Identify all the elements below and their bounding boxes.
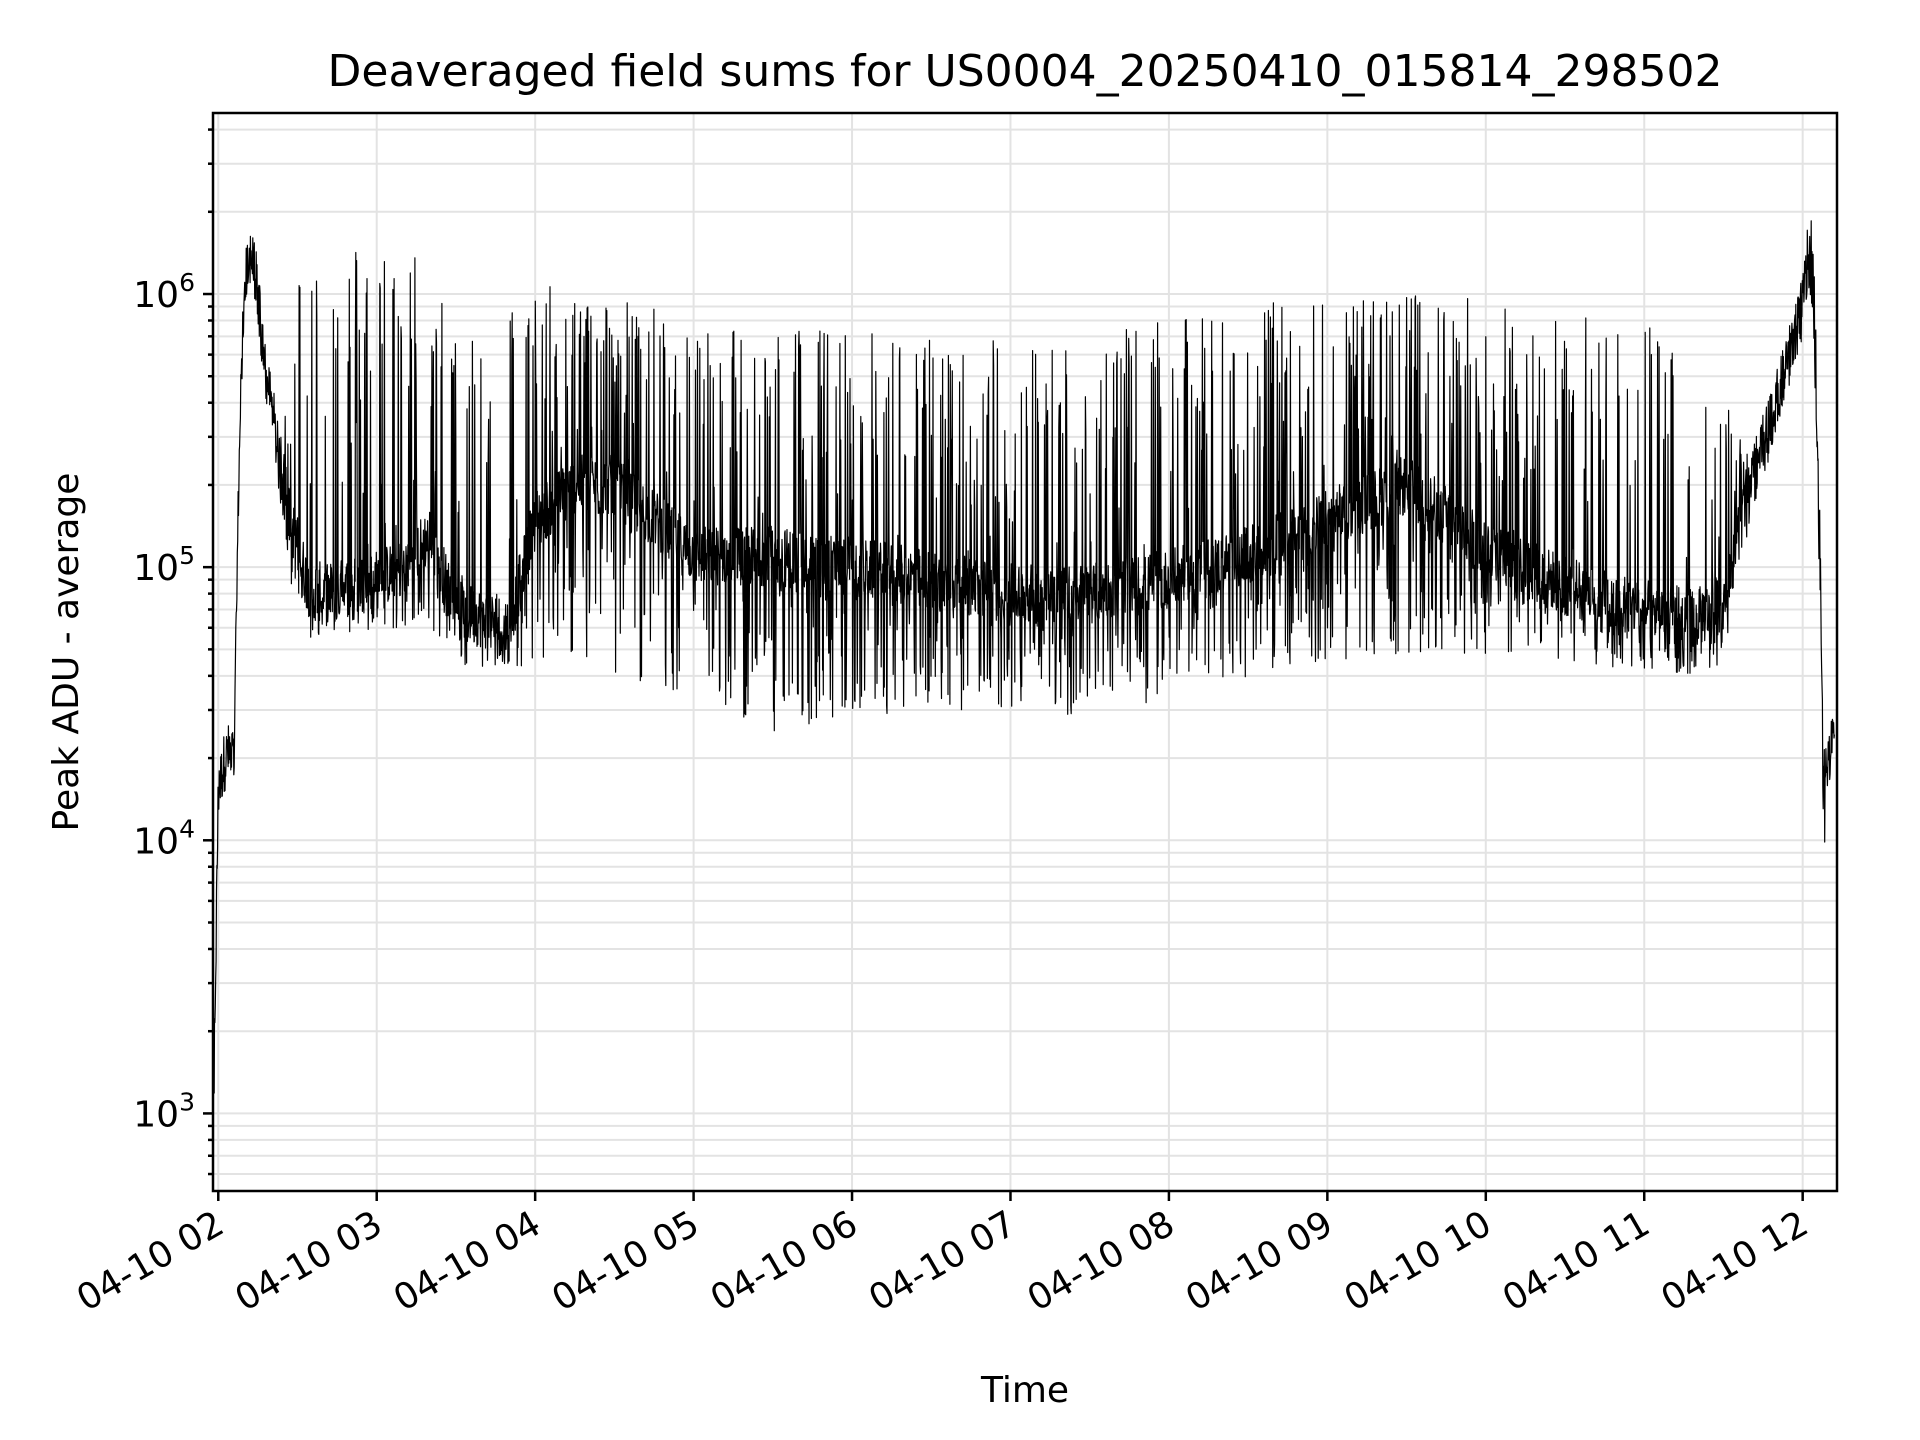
- series-line: [213, 220, 1835, 1152]
- y-tick-base: 10: [133, 1094, 179, 1135]
- y-tick-label: 105: [133, 541, 195, 589]
- y-axis-label: Peak ADU - average: [46, 473, 87, 832]
- y-tick-base: 10: [133, 821, 179, 862]
- y-tick-base: 10: [133, 275, 179, 316]
- chart-title: Deaveraged field sums for US0004_2025041…: [328, 46, 1723, 97]
- y-tick-label: 106: [133, 268, 195, 316]
- y-tick-exponent: 3: [179, 1087, 195, 1116]
- y-tick-exponent: 4: [179, 814, 195, 843]
- y-tick-base: 10: [133, 548, 179, 589]
- x-axis-label: Time: [980, 1370, 1069, 1411]
- y-tick-exponent: 6: [179, 268, 195, 297]
- y-tick-label: 104: [133, 814, 195, 862]
- plot-frame: [211, 111, 1839, 1193]
- plot-area: [213, 220, 1835, 1152]
- y-tick-label: 103: [133, 1087, 195, 1135]
- y-tick-exponent: 5: [179, 541, 195, 570]
